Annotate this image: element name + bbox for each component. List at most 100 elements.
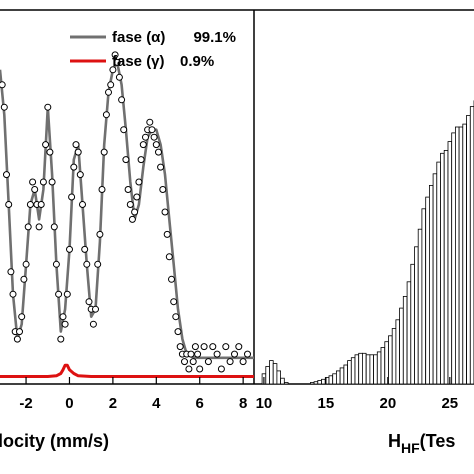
histogram-bar: [421, 208, 426, 385]
data-point: [55, 290, 63, 298]
data-point: [76, 171, 84, 179]
data-point: [133, 193, 141, 201]
data-point: [42, 141, 50, 149]
data-point: [135, 178, 143, 186]
data-point: [113, 58, 121, 66]
x-axis-ticks-right: 10 15 20 25: [256, 377, 458, 412]
data-point: [159, 186, 167, 193]
data-point: [63, 290, 71, 298]
histogram-bar: [391, 328, 397, 385]
data-point: [170, 298, 178, 306]
left-panel: -2 0 2 4 6 8 fase (α) 99.1% fase (γ) 0.9% loc…: [0, 9, 255, 451]
right-x-axis-title: HHF(Tes: [388, 431, 455, 456]
histogram-bar: [399, 307, 404, 385]
histogram-bar: [417, 228, 423, 385]
data-point: [137, 156, 145, 164]
data-point: [70, 163, 78, 171]
legend-label-alpha: fase (α): [112, 29, 165, 46]
legend-label-gamma: fase (γ): [112, 53, 165, 70]
histogram-bar: [265, 366, 270, 385]
data-point: [22, 260, 30, 268]
data-point: [59, 313, 67, 321]
data-point: [165, 253, 173, 261]
data-point: [100, 148, 108, 156]
legend: fase (α) 99.1% fase (γ) 0.9%: [70, 29, 236, 70]
histogram-bar: [462, 123, 467, 385]
gamma-fit-line: [0, 363, 254, 378]
data-point: [94, 260, 102, 268]
histogram-bar: [440, 152, 445, 385]
data-point: [126, 201, 134, 208]
x-tick-label: 6: [196, 395, 204, 412]
histogram-bars: [261, 100, 474, 385]
data-point: [131, 208, 139, 216]
data-point: [187, 350, 195, 358]
data-point: [235, 343, 243, 351]
right-panel: 10 15 20 25 HHF(Tes: [254, 9, 474, 456]
data-point: [172, 313, 180, 321]
data-point: [124, 186, 132, 193]
data-point: [161, 208, 169, 216]
histogram-bar: [414, 246, 419, 385]
data-point: [222, 343, 230, 351]
histogram-bar: [428, 184, 434, 385]
histogram-bar: [447, 141, 453, 385]
histogram-bar: [388, 335, 393, 385]
data-point: [152, 141, 160, 149]
data-point: [115, 73, 123, 81]
data-point: [157, 163, 165, 171]
data-point: [35, 223, 43, 231]
histogram-bar: [380, 347, 386, 385]
data-point: [109, 66, 117, 74]
x-tick-label: -2: [19, 395, 32, 412]
histogram-bar: [369, 354, 374, 385]
histogram-bar: [328, 375, 334, 385]
x-tick-label-right: 25: [441, 395, 458, 412]
data-point: [174, 328, 182, 336]
data-point: [66, 245, 73, 253]
data-point: [204, 358, 212, 366]
left-x-axis-title: locity (mm/s): [0, 431, 109, 451]
data-point: [0, 103, 8, 111]
data-point: [239, 358, 247, 366]
data-point: [5, 201, 13, 208]
data-point: [50, 223, 58, 231]
histogram-bar: [343, 364, 348, 385]
data-point: [217, 365, 225, 373]
data-point: [57, 335, 65, 343]
data-point: [196, 365, 204, 373]
legend-value-alpha: 99.1%: [193, 29, 236, 46]
data-point: [89, 320, 97, 328]
data-point: [213, 350, 221, 358]
histogram-bar: [410, 263, 415, 385]
x-tick-label: 0: [65, 395, 73, 412]
data-point: [61, 320, 69, 328]
x-tick-label-right: 10: [256, 395, 273, 412]
data-point: [128, 215, 136, 223]
data-point: [139, 141, 147, 149]
data-point: [168, 275, 175, 283]
data-point: [18, 313, 26, 321]
histogram-bar: [272, 363, 278, 385]
histogram-bar: [335, 370, 341, 385]
data-point: [0, 81, 6, 89]
histogram-bar: [425, 196, 430, 385]
data-point: [200, 343, 208, 351]
data-point: [155, 148, 162, 156]
data-point: [176, 343, 184, 351]
histogram-bar: [332, 373, 337, 385]
histogram-bar: [361, 352, 367, 385]
data-point: [13, 335, 21, 343]
data-point: [163, 230, 171, 238]
data-point: [48, 178, 56, 186]
data-point: [9, 290, 17, 298]
histogram-bar: [350, 357, 356, 385]
histogram-bar: [373, 354, 378, 385]
histogram-bar: [443, 149, 449, 385]
data-point: [189, 358, 197, 366]
data-point: [3, 171, 10, 179]
data-point: [81, 245, 89, 253]
data-point: [44, 103, 52, 111]
histogram-bar: [309, 382, 315, 385]
